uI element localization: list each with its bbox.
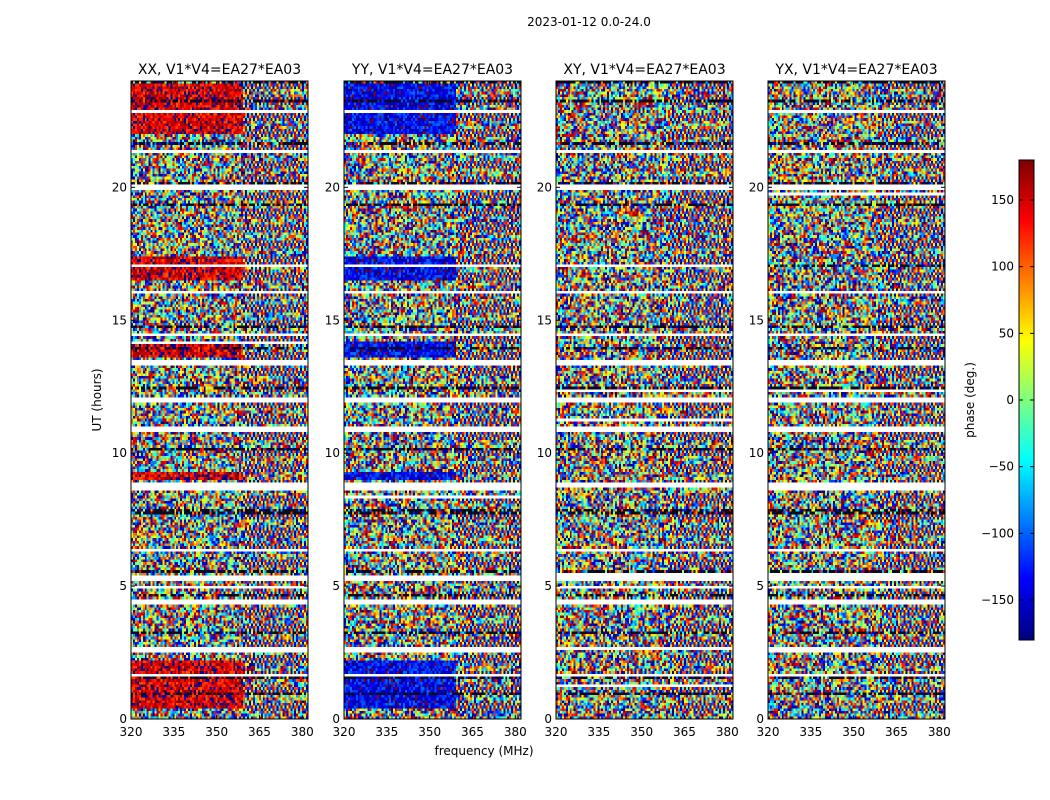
x-tick-label: 380 bbox=[928, 725, 951, 739]
colorbar-tick-label: 150 bbox=[991, 193, 1014, 207]
colorbar-label: phase (deg.) bbox=[963, 362, 977, 438]
colorbar-tick-label: 0 bbox=[1006, 393, 1014, 407]
x-tick-label: 320 bbox=[757, 725, 780, 739]
x-tick-label: 335 bbox=[375, 725, 398, 739]
x-axis-label: frequency (MHz) bbox=[434, 744, 533, 758]
x-tick-label: 350 bbox=[205, 725, 228, 739]
y-tick-label: 10 bbox=[112, 446, 127, 460]
colorbar-tick-label: −150 bbox=[981, 593, 1014, 607]
panel-1-title: XX, V1*V4=EA27*EA03 bbox=[138, 62, 301, 78]
x-tick-label: 320 bbox=[545, 725, 568, 739]
panel-1-frame bbox=[130, 80, 309, 720]
x-tick-label: 350 bbox=[630, 725, 653, 739]
x-tick-label: 365 bbox=[461, 725, 484, 739]
x-tick-label: 380 bbox=[716, 725, 739, 739]
y-tick-label: 20 bbox=[537, 180, 552, 194]
y-tick-label: 20 bbox=[749, 180, 764, 194]
x-tick-label: 320 bbox=[333, 725, 356, 739]
panel-2-frame bbox=[343, 80, 522, 720]
y-tick-label: 0 bbox=[544, 712, 552, 726]
y-tick-label: 10 bbox=[325, 446, 340, 460]
panel-4-frame bbox=[767, 80, 946, 720]
y-tick-label: 15 bbox=[749, 313, 764, 327]
x-tick-label: 380 bbox=[504, 725, 527, 739]
y-tick-label: 10 bbox=[749, 446, 764, 460]
y-tick-label: 0 bbox=[332, 712, 340, 726]
colorbar: 150 100 50 0 −50 −100 −150 bbox=[981, 159, 1035, 641]
colorbar-tick-label: −50 bbox=[989, 460, 1014, 474]
y-tick-label: 10 bbox=[537, 446, 552, 460]
panel-1: XX, V1*V4=EA27*EA03 320 335 350 365 380 0 5 10 15… bbox=[112, 62, 314, 739]
panel-2: YY, V1*V4=EA27*EA03 320 335 350 365 380 0 5 10 15… bbox=[325, 62, 527, 739]
panel-4-heatmap bbox=[768, 81, 945, 719]
panel-4: YX, V1*V4=EA27*EA03 320 335 350 365 380 0 5 10 15… bbox=[749, 62, 951, 739]
panel-3-frame bbox=[555, 80, 734, 720]
y-tick-label: 15 bbox=[325, 313, 340, 327]
x-tick-label: 335 bbox=[162, 725, 185, 739]
colorbar-tick-label: −100 bbox=[981, 526, 1014, 540]
panels: XX, V1*V4=EA27*EA03 320 335 350 365 380 0 5 10 15… bbox=[112, 62, 951, 739]
colorbar-tick-label: 100 bbox=[991, 260, 1014, 274]
y-tick-label: 5 bbox=[544, 579, 552, 593]
y-tick-label: 15 bbox=[537, 313, 552, 327]
x-tick-label: 335 bbox=[799, 725, 822, 739]
x-tick-label: 320 bbox=[120, 725, 143, 739]
x-tick-label: 350 bbox=[842, 725, 865, 739]
y-tick-label: 0 bbox=[756, 712, 764, 726]
panel-1-heatmap bbox=[131, 81, 308, 719]
x-tick-label: 350 bbox=[418, 725, 441, 739]
y-tick-label: 20 bbox=[325, 180, 340, 194]
panel-3-heatmap bbox=[556, 81, 733, 719]
y-tick-label: 5 bbox=[119, 579, 127, 593]
y-axis-label: UT (hours) bbox=[90, 368, 104, 431]
y-tick-label: 5 bbox=[332, 579, 340, 593]
panel-3-title: XY, V1*V4=EA27*EA03 bbox=[563, 62, 725, 78]
y-tick-label: 0 bbox=[119, 712, 127, 726]
panel-3: XY, V1*V4=EA27*EA03 320 335 350 365 380 0 5 10 15… bbox=[537, 62, 739, 739]
panel-4-title: YX, V1*V4=EA27*EA03 bbox=[774, 62, 937, 78]
panel-2-heatmap bbox=[344, 81, 521, 719]
x-tick-label: 365 bbox=[885, 725, 908, 739]
y-tick-label: 5 bbox=[756, 579, 764, 593]
colorbar-tick-label: 50 bbox=[999, 326, 1014, 340]
y-tick-label: 15 bbox=[112, 313, 127, 327]
y-tick-label: 20 bbox=[112, 180, 127, 194]
panel-2-title: YY, V1*V4=EA27*EA03 bbox=[351, 62, 513, 78]
x-tick-label: 380 bbox=[291, 725, 314, 739]
x-tick-label: 365 bbox=[673, 725, 696, 739]
x-tick-label: 365 bbox=[248, 725, 271, 739]
x-tick-label: 335 bbox=[587, 725, 610, 739]
colorbar-gradient bbox=[1019, 160, 1034, 640]
figure-title: 2023-01-12 0.0-24.0 bbox=[527, 15, 651, 29]
